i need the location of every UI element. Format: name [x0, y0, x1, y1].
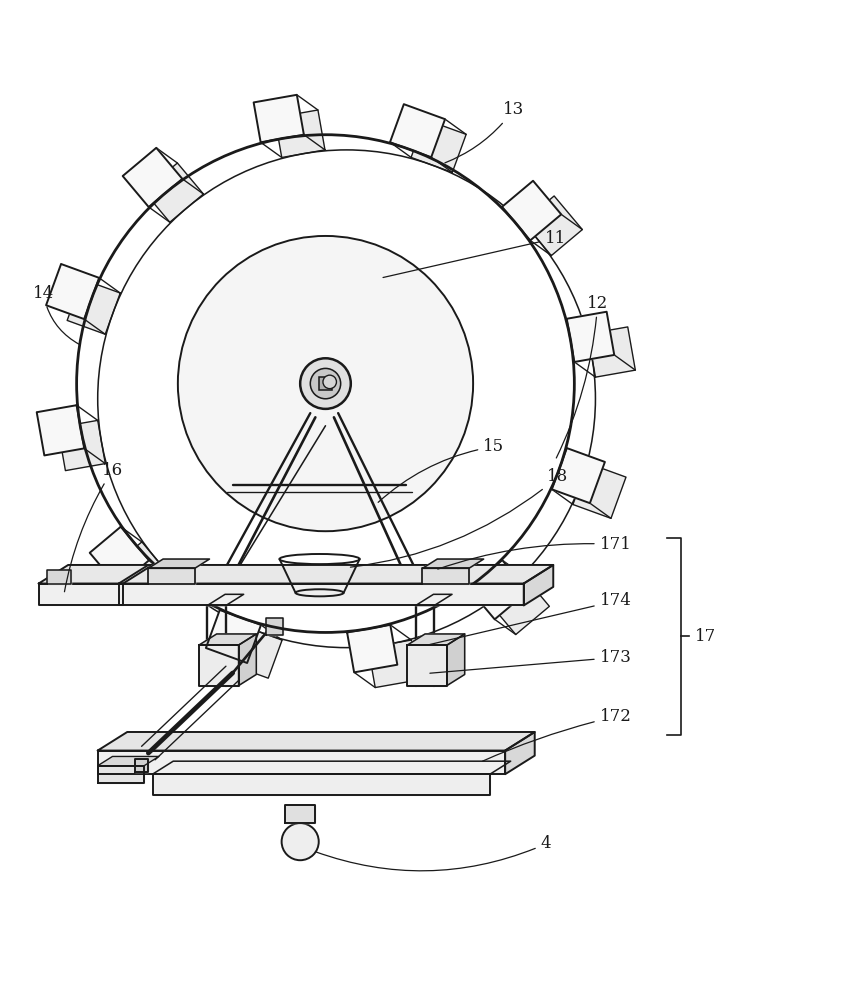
Polygon shape [284, 805, 315, 823]
Polygon shape [566, 312, 614, 362]
Circle shape [281, 823, 318, 860]
Polygon shape [422, 559, 483, 568]
Polygon shape [238, 634, 256, 686]
Text: 174: 174 [430, 592, 630, 644]
Polygon shape [89, 527, 149, 586]
Polygon shape [266, 618, 283, 635]
Polygon shape [422, 568, 468, 584]
Polygon shape [587, 327, 635, 377]
Text: 173: 173 [430, 649, 630, 673]
Polygon shape [572, 463, 625, 518]
Polygon shape [501, 181, 560, 240]
Polygon shape [274, 110, 325, 157]
Text: 15: 15 [378, 438, 504, 502]
Polygon shape [98, 756, 159, 766]
Polygon shape [206, 610, 261, 663]
Polygon shape [446, 634, 464, 686]
Circle shape [177, 236, 473, 531]
Text: 12: 12 [555, 295, 608, 458]
Bar [318, 377, 332, 390]
Polygon shape [347, 625, 397, 672]
Polygon shape [67, 279, 120, 334]
Polygon shape [57, 420, 106, 471]
Text: 171: 171 [437, 536, 630, 569]
Circle shape [310, 368, 340, 399]
Polygon shape [198, 645, 238, 686]
Polygon shape [253, 95, 304, 142]
Polygon shape [122, 148, 182, 207]
Circle shape [322, 375, 336, 389]
Polygon shape [407, 645, 446, 686]
Polygon shape [415, 594, 452, 605]
Polygon shape [149, 559, 209, 568]
Polygon shape [149, 568, 194, 584]
Polygon shape [390, 104, 445, 157]
Polygon shape [523, 565, 553, 605]
Ellipse shape [295, 589, 344, 596]
Polygon shape [505, 732, 534, 774]
Polygon shape [407, 634, 464, 645]
Text: 17: 17 [694, 628, 716, 645]
Polygon shape [198, 634, 256, 645]
Polygon shape [207, 594, 243, 605]
Polygon shape [111, 542, 170, 602]
Polygon shape [153, 774, 490, 795]
Polygon shape [46, 264, 99, 319]
Text: 16: 16 [64, 462, 123, 592]
Polygon shape [98, 732, 534, 751]
Text: 18: 18 [350, 468, 568, 567]
Polygon shape [98, 766, 144, 783]
Text: 13: 13 [445, 101, 523, 163]
Polygon shape [36, 405, 84, 455]
Polygon shape [368, 640, 418, 688]
Text: 14: 14 [33, 285, 79, 344]
Polygon shape [39, 584, 123, 605]
Polygon shape [410, 119, 466, 172]
Circle shape [300, 358, 350, 409]
Polygon shape [135, 759, 149, 772]
Polygon shape [468, 560, 528, 619]
Text: 4: 4 [316, 835, 550, 871]
Polygon shape [143, 163, 203, 222]
Polygon shape [119, 565, 553, 584]
Polygon shape [119, 584, 523, 605]
Polygon shape [153, 761, 510, 774]
Polygon shape [490, 575, 549, 635]
Polygon shape [98, 751, 505, 774]
Polygon shape [39, 565, 153, 584]
Polygon shape [522, 196, 582, 256]
Text: 11: 11 [382, 230, 565, 278]
Polygon shape [227, 625, 282, 678]
Polygon shape [551, 448, 604, 503]
Text: 172: 172 [482, 708, 630, 761]
Polygon shape [47, 570, 71, 584]
